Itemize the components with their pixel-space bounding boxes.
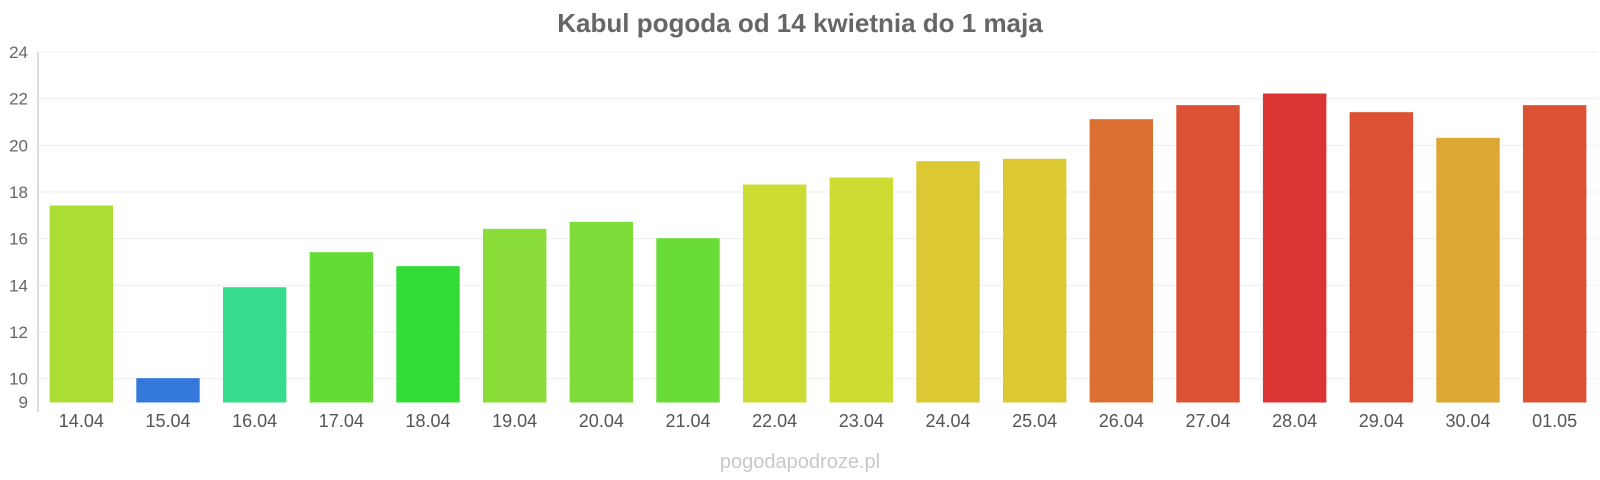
bar-26.04 (1089, 119, 1154, 403)
x-tick-label: 25.04 (1012, 411, 1057, 431)
x-tick-label: 22.04 (752, 411, 797, 431)
x-axis-ticks: 14.04 15.04 16.04 17.04 18.04 19.04 20.04 21.04… (59, 411, 1577, 431)
bar-27.04 (1176, 105, 1240, 403)
bar-18.04 (396, 266, 460, 403)
y-tick-label: 9 (19, 393, 28, 412)
x-tick-label: 16.04 (232, 411, 277, 431)
bar-19.04 (482, 228, 547, 403)
bar-23.04 (829, 177, 894, 403)
bar-14.04 (49, 205, 114, 403)
bar-01.05 (1522, 105, 1587, 403)
y-tick-label: 22 (9, 90, 28, 109)
bar-21.04 (656, 238, 720, 403)
x-tick-label: 26.04 (1099, 411, 1144, 431)
y-tick-label: 24 (9, 43, 28, 62)
x-tick-label: 14.04 (59, 411, 104, 431)
bar-16.04 (222, 287, 287, 403)
x-tick-label: 28.04 (1272, 411, 1317, 431)
x-tick-label: 29.04 (1359, 411, 1404, 431)
x-tick-label: 18.04 (405, 411, 450, 431)
bar-28.04 (1262, 93, 1327, 403)
bar-29.04 (1349, 112, 1414, 403)
x-tick-label: 15.04 (145, 411, 190, 431)
gridlines (38, 51, 1598, 380)
y-tick-label: 18 (9, 183, 28, 202)
x-tick-label: 30.04 (1445, 411, 1490, 431)
y-tick-label: 14 (9, 276, 28, 295)
x-tick-label: 24.04 (925, 411, 970, 431)
y-tick-label: 12 (9, 323, 28, 342)
source-credit: pogodapodroze.pl (720, 451, 880, 473)
x-tick-label: 27.04 (1185, 411, 1230, 431)
chart-title: Kabul pogoda od 14 kwietnia do 1 maja (557, 8, 1043, 38)
x-tick-label: 19.04 (492, 411, 537, 431)
bar-25.04 (1002, 158, 1067, 403)
bar-15.04 (136, 378, 200, 403)
x-tick-label: 23.04 (839, 411, 884, 431)
y-tick-label: 20 (9, 136, 28, 155)
bars (49, 93, 1587, 403)
bar-30.04 (1436, 137, 1500, 403)
x-tick-label: 17.04 (319, 411, 364, 431)
bar-17.04 (309, 252, 374, 403)
x-tick-label: 21.04 (665, 411, 710, 431)
y-axis-ticks: 9 10 12 14 16 18 20 22 24 (9, 43, 28, 412)
x-tick-label: 20.04 (579, 411, 624, 431)
bar-22.04 (742, 184, 807, 403)
y-tick-label: 16 (9, 230, 28, 249)
bar-24.04 (916, 161, 980, 403)
x-tick-label: 01.05 (1532, 411, 1577, 431)
bar-20.04 (569, 221, 634, 403)
y-tick-label: 10 (9, 370, 28, 389)
